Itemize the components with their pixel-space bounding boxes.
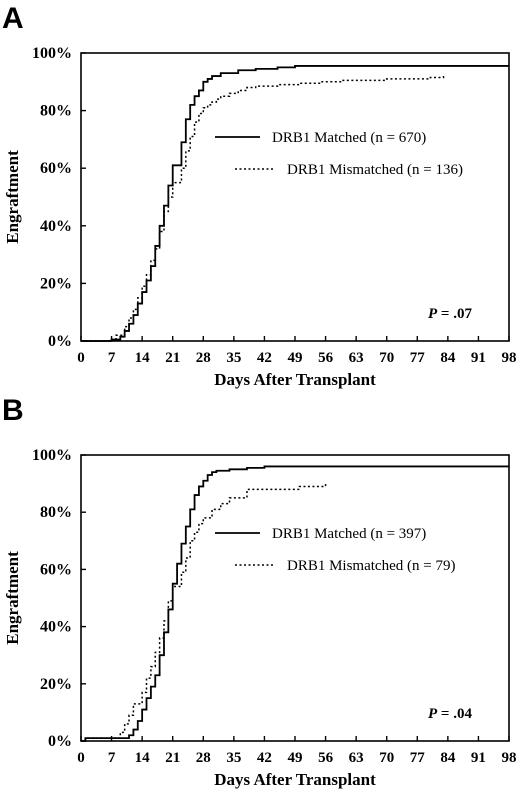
x-tick-label: 35 (226, 750, 241, 766)
x-tick-label: 91 (471, 350, 486, 366)
x-tick-label: 70 (379, 750, 394, 766)
x-tick-label: 28 (196, 750, 211, 766)
x-tick-label: 70 (379, 350, 394, 366)
p-value-number: = .07 (437, 306, 472, 322)
x-tick-label: 42 (257, 350, 272, 366)
p-value-annotation: P = .04 (428, 706, 472, 722)
x-tick-label: 56 (318, 350, 334, 366)
x-tick-label: 49 (288, 750, 303, 766)
y-tick-label: 60% (40, 561, 72, 578)
x-tick-label: 28 (196, 350, 211, 366)
x-tick-label: 14 (135, 350, 151, 366)
plot-frame (80, 52, 510, 342)
y-tick-label: 20% (40, 676, 72, 693)
x-tick-label: 98 (502, 750, 517, 766)
chart-panel-a: A 0% 20% 40% 60% 80% 100% 0 7 14 21 28 35 42 49 56 63 70 7… (2, 2, 517, 389)
x-tick-label: 42 (257, 750, 272, 766)
y-axis-title: Engraftment (3, 150, 22, 244)
y-tick-label: 0% (48, 333, 72, 350)
y-tick-label: 20% (40, 275, 72, 292)
chart-panel-b: B 0% 20% 40% 60% 80% 100% 0 7 14 21 28 35 42 49 56 63 70 7… (2, 394, 517, 789)
x-tick-label: 63 (349, 350, 364, 366)
x-tick-label: 77 (410, 350, 426, 366)
x-tick-label: 49 (288, 350, 303, 366)
x-tick-label: 56 (318, 750, 334, 766)
y-tick-label: 40% (40, 218, 72, 235)
x-tick-label: 14 (135, 750, 151, 766)
x-axis-title: Days After Transplant (214, 370, 376, 389)
y-tick-label: 0% (48, 733, 72, 750)
series-line-matched (81, 65, 509, 342)
series-line-mismatched (81, 483, 327, 742)
legend-label: DRB1 Mismatched (n = 136) (287, 162, 463, 178)
legend-label: DRB1 Matched (n = 397) (272, 526, 426, 542)
plot-frame (80, 454, 510, 742)
x-tick-label: 0 (77, 350, 85, 366)
x-tick-label: 98 (502, 350, 517, 366)
p-value-symbol: P (428, 306, 438, 322)
x-tick-label: 84 (440, 750, 456, 766)
x-axis-title: Days After Transplant (214, 770, 376, 789)
p-value-symbol: P (428, 706, 438, 722)
x-tick-label: 91 (471, 750, 486, 766)
y-tick-label: 100% (32, 447, 72, 464)
x-tick-label: 63 (349, 750, 364, 766)
y-tick-label: 100% (32, 45, 72, 62)
series-line-mismatched (81, 76, 445, 342)
panel-label: B (2, 394, 24, 427)
x-tick-label: 77 (410, 750, 426, 766)
x-tick-label: 7 (108, 350, 116, 366)
x-tick-label: 84 (440, 350, 456, 366)
legend-label: DRB1 Matched (n = 670) (272, 130, 426, 146)
y-tick-label: 60% (40, 160, 72, 177)
p-value-number: = .04 (437, 706, 472, 722)
legend-label: DRB1 Mismatched (n = 79) (287, 558, 455, 574)
x-tick-label: 0 (77, 750, 85, 766)
x-tick-label: 21 (165, 350, 180, 366)
series-line-matched (81, 465, 509, 742)
panel-label: A (2, 2, 24, 35)
p-value-annotation: P = .07 (428, 306, 472, 322)
y-tick-label: 40% (40, 619, 72, 636)
y-axis-title: Engraftment (3, 551, 22, 645)
y-tick-label: 80% (40, 103, 72, 120)
x-tick-label: 21 (165, 750, 180, 766)
y-tick-label: 80% (40, 504, 72, 521)
x-tick-label: 7 (108, 750, 116, 766)
x-tick-label: 35 (226, 350, 241, 366)
